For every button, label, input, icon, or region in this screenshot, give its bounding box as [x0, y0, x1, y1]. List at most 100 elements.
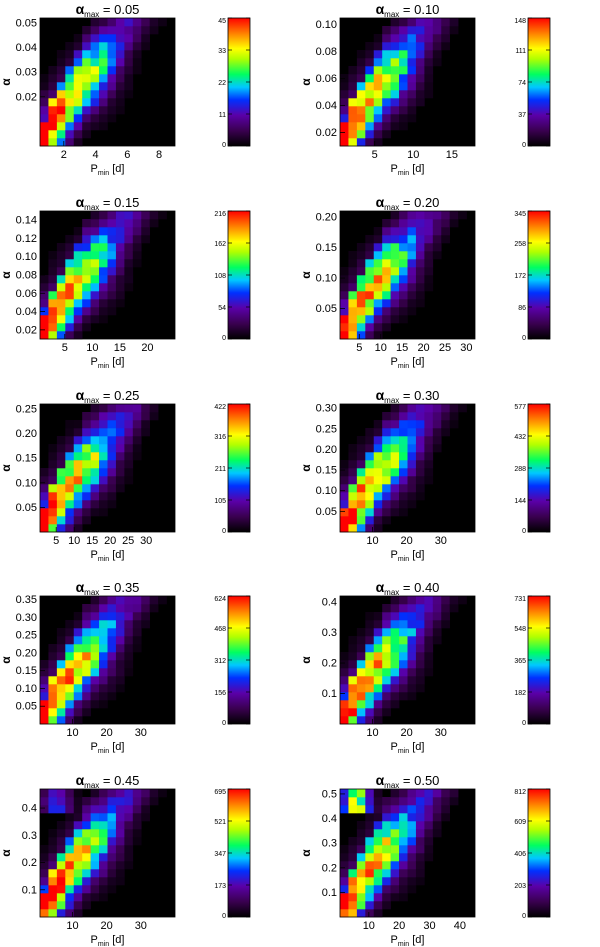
- heatmap-cell: [390, 676, 400, 685]
- heatmap-cell: [415, 789, 425, 798]
- heatmap-cell: [99, 259, 108, 268]
- heatmap-cell: [399, 227, 408, 236]
- heatmap-cell: [399, 821, 408, 830]
- heatmap-cell: [82, 797, 91, 806]
- heatmap-cell: [115, 26, 125, 35]
- heatmap-cell: [99, 604, 108, 613]
- heatmap-cell: [356, 291, 366, 300]
- heatmap-cell: [90, 307, 100, 316]
- heatmap-cell: [441, 412, 450, 421]
- heatmap-cell: [65, 267, 75, 276]
- heatmap-cell: [356, 74, 366, 83]
- heatmap-cell: [48, 853, 58, 862]
- heatmap-cell: [124, 58, 134, 67]
- heatmap-cell: [141, 604, 150, 613]
- heatmap-cell: [99, 460, 108, 469]
- heatmap-cell: [365, 869, 375, 878]
- heatmap-cell: [73, 644, 83, 653]
- panel-title: αmax = 0.50: [376, 772, 440, 790]
- heatmap-cell: [56, 684, 66, 693]
- heatmap-cell: [441, 420, 450, 429]
- x-tick-label: 20: [101, 727, 113, 739]
- heatmap-cell: [115, 620, 125, 629]
- heatmap-cell: [407, 460, 417, 469]
- heatmap-cell: [390, 885, 400, 894]
- heatmap-cell: [90, 106, 100, 115]
- heatmap-cell: [407, 620, 417, 629]
- heatmap-cell: [48, 460, 58, 469]
- heatmap-cell: [424, 620, 434, 629]
- heatmap-cell: [99, 26, 108, 35]
- heatmap-cell: [348, 789, 358, 798]
- x-tick-label: 20: [104, 535, 116, 547]
- x-tick-label: 4: [93, 149, 99, 161]
- heatmap-cell: [124, 227, 134, 236]
- heatmap-cell: [373, 901, 383, 910]
- heatmap-cell: [107, 468, 117, 477]
- heatmap-cell: [107, 837, 117, 846]
- heatmap-cell: [348, 74, 358, 83]
- heatmap-cell: [432, 789, 442, 798]
- heatmap-cell: [73, 428, 83, 437]
- heatmap-cell: [65, 797, 75, 806]
- heatmap-cell: [432, 436, 442, 445]
- heatmap-cell: [115, 420, 125, 429]
- heatmap-cell: [107, 18, 117, 27]
- heatmap-cell: [373, 484, 383, 493]
- heatmap-cell: [65, 516, 75, 525]
- heatmap-cell: [390, 211, 400, 220]
- heatmap-cell: [399, 460, 408, 469]
- heatmap-cell: [415, 74, 425, 83]
- heatmap-cell: [48, 652, 58, 661]
- heatmap-cell: [115, 243, 125, 252]
- x-axis-label: Pmin [d]: [91, 741, 125, 755]
- heatmap-cell: [415, 259, 425, 268]
- heatmap-cell: [65, 885, 75, 894]
- heatmap-cell: [382, 243, 391, 252]
- heatmap-cell: [99, 436, 108, 445]
- heatmap-cell: [56, 877, 66, 886]
- heatmap-cell: [56, 291, 66, 300]
- heatmap-cell: [65, 660, 75, 669]
- colorbar-tick-label: 812: [514, 789, 526, 796]
- heatmap-cell: [365, 130, 375, 139]
- heatmap-cell: [356, 676, 366, 685]
- x-tick-label: 20: [401, 727, 413, 739]
- heatmap-cell: [56, 460, 66, 469]
- heatmap-cell: [424, 829, 434, 838]
- heatmap-cell: [73, 805, 83, 814]
- heatmap-cell: [390, 283, 400, 292]
- heatmap-cell: [356, 508, 366, 517]
- heatmap-cell: [132, 227, 142, 236]
- heatmap-cell: [65, 235, 75, 244]
- heatmap-cell: [407, 845, 417, 854]
- heatmap-cell: [407, 604, 417, 613]
- heatmap-cell: [65, 676, 75, 685]
- heatmap-cell: [90, 283, 100, 292]
- heatmap-cell: [407, 18, 417, 27]
- heatmap-cell: [365, 500, 375, 509]
- heatmap-cell: [340, 524, 349, 533]
- heatmap-cell: [48, 484, 58, 493]
- heatmap-cell: [373, 813, 383, 822]
- heatmap-cell: [40, 500, 49, 509]
- heatmap-cell: [90, 861, 100, 870]
- heatmap-cell: [399, 468, 408, 477]
- heatmap-cell: [382, 235, 391, 244]
- heatmap-cell: [432, 235, 442, 244]
- heatmap-cell: [458, 211, 467, 220]
- heatmap-cell: [382, 34, 391, 43]
- heatmap-cell: [407, 299, 417, 308]
- heatmap-cell: [82, 893, 91, 902]
- heatmap-cell: [432, 34, 442, 43]
- heatmap-cell: [124, 420, 134, 429]
- heatmap-cell: [40, 524, 49, 533]
- heatmap-cell: [82, 26, 91, 35]
- heatmap-cell: [56, 492, 66, 501]
- heatmap-cell: [415, 620, 425, 629]
- heatmap-cell: [73, 821, 83, 830]
- heatmap-cell: [382, 893, 391, 902]
- heatmap-cell: [115, 211, 125, 220]
- heatmap-cell: [115, 98, 125, 107]
- heatmap-cell: [48, 901, 58, 910]
